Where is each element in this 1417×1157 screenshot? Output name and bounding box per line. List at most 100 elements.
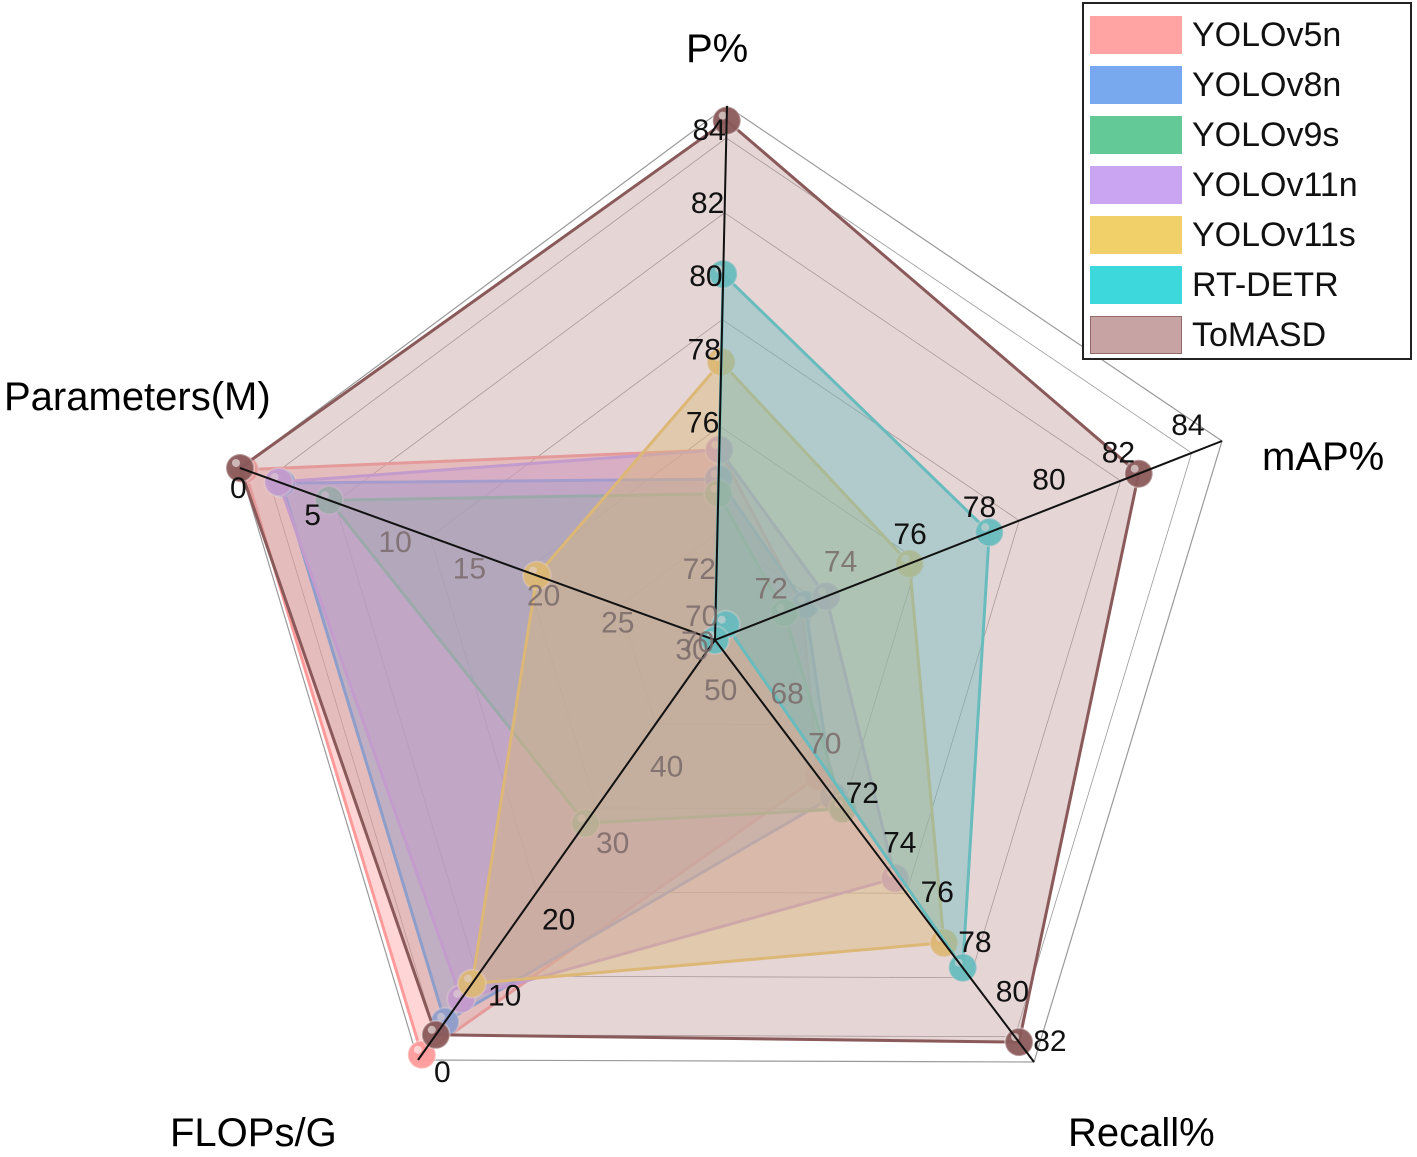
axis-line [714,440,1223,641]
tick-label: 0 [434,1056,451,1089]
data-point-highlight [427,1025,436,1034]
tick-label: 50 [704,674,737,707]
axis-title: Recall% [1068,1111,1215,1155]
axis-title: Parameters(M) [4,375,271,419]
data-point-highlight [577,814,586,823]
tick-label: 82 [1033,1025,1066,1058]
tick-label: 70 [681,626,714,659]
tick-label: 72 [846,777,879,810]
tick-label: 80 [1032,464,1065,497]
axis-line [714,639,1035,1063]
tick-label: 10 [488,980,521,1013]
series-area [238,118,1141,1044]
radar-series [225,105,1154,1070]
grid-ring [239,105,1223,1063]
legend-label: YOLOv11n [1192,165,1358,204]
data-point-highlight [711,440,720,449]
legend-swatch [1090,316,1182,354]
tick-label: 84 [693,114,726,147]
data-point-highlight [715,265,724,274]
legend-swatch [1090,266,1182,304]
grid-ring [334,212,1122,979]
tick-label: 25 [601,606,634,639]
tick-label: 74 [824,546,857,579]
legend-swatch [1090,66,1182,104]
tick-label: 80 [996,976,1029,1009]
tick-label: 40 [650,751,683,784]
grid-ring [619,532,817,725]
tick-label: 5 [304,499,321,532]
axis-line [417,639,716,1061]
legend-swatch [1090,116,1182,154]
data-point-highlight [718,111,727,120]
axis-title: P% [686,27,748,71]
legend-item: YOLOv5n [1090,10,1410,60]
tick-label: 76 [686,407,719,440]
axis-line [714,105,728,641]
series-area [470,359,946,986]
data-point-highlight [713,353,722,361]
legend-label: ToMASD [1192,315,1327,354]
legend-item: YOLOv8n [1090,60,1410,110]
tick-label: 72 [755,573,788,606]
legend-item: YOLOv9s [1090,110,1410,160]
tick-label: 82 [691,187,724,220]
data-point-highlight [717,615,726,624]
legend-item: ToMASD [1090,310,1410,360]
data-point-highlight [710,484,719,493]
legend-swatch [1090,16,1182,54]
tick-label: 15 [453,553,486,586]
series-yolov9s [314,478,858,839]
data-point-highlight [1130,464,1139,473]
series-area [326,492,845,825]
tick-label: 72 [683,553,716,586]
radar-axes [239,105,1223,1063]
tick-label: 84 [1171,409,1204,442]
legend-label: YOLOv5n [1192,15,1342,54]
series-tomasd [225,105,1154,1058]
data-point-highlight [437,1012,445,1021]
tick-label: 76 [893,518,926,551]
radar-axis-titles: P% mAP% Recall% FLOPs/G Parameters(M) [4,27,1384,1155]
tick-label: 30 [675,633,708,666]
tick-label: 76 [921,876,954,909]
tick-label: 20 [527,580,560,613]
data-point-highlight [464,974,472,983]
tick-label: 30 [596,827,629,860]
axis-title: mAP% [1262,435,1384,479]
tick-label: 20 [542,903,575,936]
tick-label: 70 [808,727,841,760]
tick-label: 78 [963,491,996,524]
grid-ring [429,319,1020,894]
data-point-highlight [710,470,719,479]
data-point-highlight [818,587,827,596]
axis-title: FLOPs/G [170,1111,337,1155]
series-yolov11s [457,347,959,999]
tick-label: 82 [1102,436,1135,469]
legend-swatch [1090,216,1182,254]
data-point-highlight [453,989,462,998]
legend-swatch [1090,166,1182,204]
tick-label: 70 [685,600,718,633]
radar-tick-labels: 7270767880828474727076788082846870727476… [230,114,1205,1089]
legend-label: YOLOv9s [1192,115,1340,154]
data-point-highlight [232,459,240,467]
data-point-highlight [981,523,990,532]
legend-item: YOLOv11s [1090,210,1410,260]
tick-label: 0 [230,472,247,505]
data-point-highlight [776,603,785,612]
tick-label: 80 [689,260,722,293]
series-rt-detr [700,259,1005,983]
tick-label: 68 [771,678,804,711]
tick-label: 74 [883,827,916,860]
legend-label: YOLOv8n [1192,65,1342,104]
legend-label: RT-DETR [1192,265,1339,304]
data-point-highlight [797,595,806,604]
tick-label: 10 [378,526,411,559]
tick-label: 78 [688,333,721,366]
axis-line [239,467,716,641]
legend-item: YOLOv11n [1090,160,1410,210]
data-point-highlight [413,1045,422,1054]
